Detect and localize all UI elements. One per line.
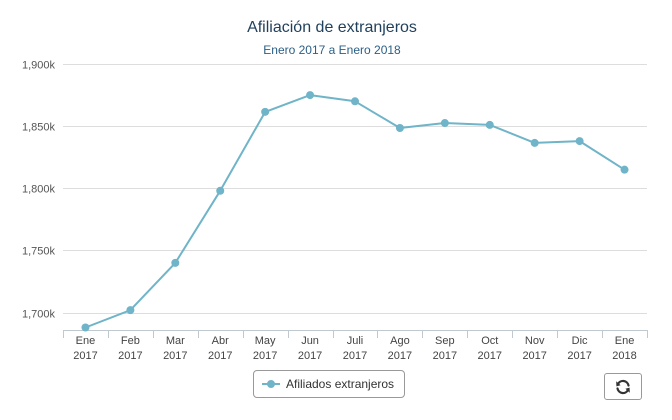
x-tick-label-year: 2017	[343, 350, 367, 362]
data-point[interactable]	[306, 91, 315, 100]
x-tick-label-year: 2017	[118, 350, 142, 362]
x-tick-label-month: Ene	[615, 335, 635, 347]
refresh-button[interactable]	[604, 373, 642, 400]
legend-label: Afiliados extranjeros	[286, 377, 395, 391]
x-tick-label-month: Feb	[121, 335, 140, 347]
data-point[interactable]	[81, 323, 90, 332]
chart-title: Afiliación de extranjeros	[247, 19, 417, 36]
x-tick-label-month: Juli	[347, 335, 364, 347]
x-tick-label-year: 2017	[253, 350, 277, 362]
x-tick-label-year: 2017	[208, 350, 232, 362]
refresh-icon	[616, 379, 630, 394]
x-tick-label-year: 2017	[433, 350, 457, 362]
series-afiliados	[81, 91, 629, 332]
x-tick-label-year: 2018	[612, 350, 636, 362]
legend-marker-icon	[262, 379, 280, 389]
data-point[interactable]	[440, 119, 449, 128]
x-tick-label-month: May	[255, 335, 276, 347]
x-tick-label-year: 2017	[388, 350, 412, 362]
data-point[interactable]	[351, 97, 359, 106]
x-tick-label-year: 2017	[478, 350, 502, 362]
x-tick-label-month: Jun	[301, 335, 319, 347]
x-tick-label-month: Ene	[76, 335, 96, 347]
y-tick-label: 1,800k	[22, 184, 56, 196]
x-axis: Ene 2017 Feb 2017 Mar 2017 Abr 2017 May 2017 Jun 20…	[63, 330, 648, 362]
x-tick-label-month: Nov	[525, 335, 545, 347]
x-tick-label-year: 2017	[73, 350, 97, 362]
legend-item-afiliados[interactable]: Afiliados extranjeros	[253, 370, 406, 398]
grid-lines	[63, 64, 647, 314]
x-tick-label-year: 2017	[567, 350, 591, 362]
y-tick-label: 1,900k	[22, 60, 56, 72]
data-point[interactable]	[575, 137, 584, 146]
data-point[interactable]	[216, 186, 225, 195]
data-point[interactable]	[620, 165, 629, 174]
x-tick-label-year: 2017	[163, 350, 187, 362]
data-point[interactable]	[485, 120, 494, 129]
y-tick-label: 1,750k	[22, 246, 56, 258]
x-tick-label-month: Oct	[481, 335, 498, 347]
chart-subtitle: Enero 2017 a Enero 2018	[263, 43, 401, 57]
x-tick-label-month: Ago	[390, 335, 410, 347]
series-line	[85, 94, 626, 329]
x-tick-label-year: 2017	[522, 350, 546, 362]
data-point[interactable]	[261, 107, 270, 116]
data-point[interactable]	[395, 124, 404, 133]
y-tick-label: 1,700k	[22, 309, 56, 321]
data-point[interactable]	[530, 138, 539, 147]
y-axis-ticks: 1,700k 1,750k 1,800k 1,850k 1,900k	[22, 60, 56, 321]
x-tick-label-month: Dic	[572, 335, 588, 347]
y-tick-label: 1,850k	[22, 122, 56, 134]
x-tick-label-month: Abr	[212, 335, 229, 347]
data-point[interactable]	[171, 258, 180, 267]
x-tick-label-year: 2017	[298, 350, 322, 362]
x-tick-label-month: Mar	[166, 335, 185, 347]
data-point[interactable]	[126, 306, 135, 315]
x-tick-label-month: Sep	[435, 335, 455, 347]
